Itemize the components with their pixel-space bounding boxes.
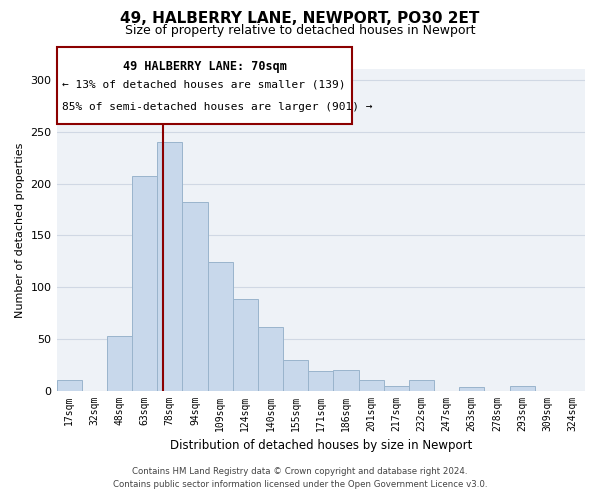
Bar [56, 380, 82, 391]
Bar [359, 380, 383, 391]
Bar [334, 370, 359, 391]
Bar [107, 336, 132, 391]
Bar [283, 360, 308, 391]
Bar [233, 298, 258, 391]
Y-axis label: Number of detached properties: Number of detached properties [15, 142, 25, 318]
Bar [509, 386, 535, 391]
Bar [409, 380, 434, 391]
Text: 49 HALBERRY LANE: 70sqm: 49 HALBERRY LANE: 70sqm [122, 60, 286, 73]
Bar [182, 202, 208, 391]
Bar [308, 372, 334, 391]
Text: 49, HALBERRY LANE, NEWPORT, PO30 2ET: 49, HALBERRY LANE, NEWPORT, PO30 2ET [121, 11, 479, 26]
Text: 85% of semi-detached houses are larger (901) →: 85% of semi-detached houses are larger (… [62, 102, 373, 112]
FancyBboxPatch shape [56, 47, 352, 124]
Bar [157, 142, 182, 391]
Text: Contains HM Land Registry data © Crown copyright and database right 2024.
Contai: Contains HM Land Registry data © Crown c… [113, 467, 487, 489]
Bar [208, 262, 233, 391]
Text: ← 13% of detached houses are smaller (139): ← 13% of detached houses are smaller (13… [62, 79, 346, 89]
Bar [132, 176, 157, 391]
Text: Size of property relative to detached houses in Newport: Size of property relative to detached ho… [125, 24, 475, 37]
Bar [459, 387, 484, 391]
Bar [258, 326, 283, 391]
X-axis label: Distribution of detached houses by size in Newport: Distribution of detached houses by size … [170, 440, 472, 452]
Bar [383, 386, 409, 391]
